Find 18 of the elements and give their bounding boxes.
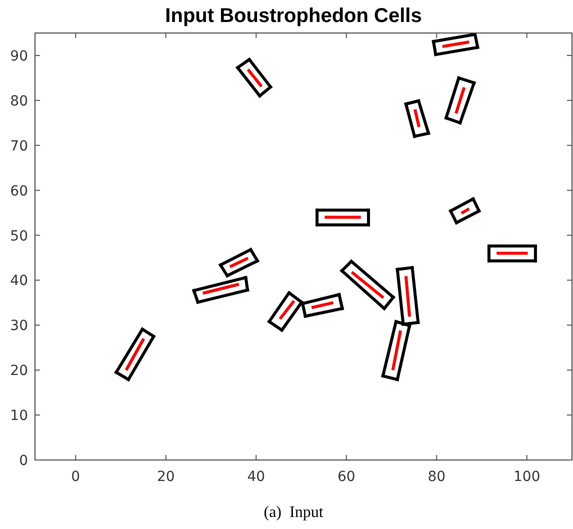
chart-title: Input Boustrophedon Cells: [165, 5, 422, 27]
x-tick-label: 0: [71, 469, 80, 485]
x-tick-label: 20: [156, 469, 175, 485]
y-tick-label: 70: [10, 138, 28, 154]
x-tick-label: 80: [428, 469, 446, 485]
text: (a) Input: [264, 504, 324, 521]
y-tick-label: 20: [10, 363, 28, 380]
y-tick-label: 80: [10, 93, 28, 110]
x-tick-label: 40: [247, 469, 266, 485]
x-tick-label: 60: [337, 469, 356, 485]
y-tick-label: 10: [10, 408, 28, 424]
y-tick-label: 90: [10, 48, 28, 64]
y-tick-label: 0: [19, 453, 28, 469]
y-tick-label: 60: [10, 183, 28, 200]
x-tick-label: 100: [514, 469, 540, 485]
y-tick-label: 50: [10, 228, 28, 244]
y-tick-label: 30: [10, 318, 28, 334]
y-tick-label: 40: [10, 273, 28, 290]
